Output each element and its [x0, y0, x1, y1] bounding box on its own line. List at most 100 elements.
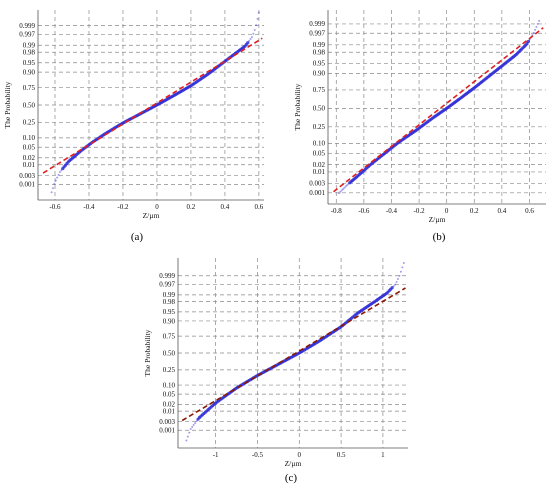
data-point	[57, 173, 60, 176]
data-point	[398, 274, 401, 277]
data-point	[249, 38, 252, 41]
data-point	[343, 186, 346, 189]
data-point	[340, 189, 343, 192]
y-tick-label: 0.98	[23, 49, 36, 57]
y-tick-label: 0.99	[163, 291, 176, 299]
x-tick-label: -0.5	[252, 451, 264, 459]
y-tick-label: 0.02	[23, 154, 36, 162]
data-point	[256, 17, 259, 20]
y-tick-label: 0.05	[313, 150, 326, 158]
data-point	[346, 184, 349, 187]
y-tick-label: 0.10	[313, 140, 326, 148]
data-point	[192, 424, 195, 427]
y-tick-label: 0.50	[23, 101, 36, 109]
panel-label: (a)	[131, 231, 144, 243]
y-axis-label: The Probability	[3, 81, 12, 128]
data-point	[250, 36, 253, 39]
y-tick-label: 0.997	[19, 31, 35, 39]
data-point	[252, 32, 255, 35]
x-tick-label: 0.4	[497, 207, 506, 215]
y-tick-label: 0.90	[23, 68, 36, 76]
x-axis-label: Z/µm	[285, 459, 302, 468]
data-point	[399, 270, 402, 273]
y-tick-label: 0.50	[163, 349, 176, 357]
x-tick-label: -0.4	[83, 203, 95, 211]
x-tick-label: 0.5	[337, 451, 346, 459]
data-point	[191, 426, 194, 429]
data-point	[253, 29, 256, 32]
y-tick-label: 0.90	[163, 317, 176, 325]
y-tick-label: 0.003	[309, 180, 325, 188]
y-tick-label: 0.98	[163, 298, 176, 306]
x-axis-label: Z/µm	[429, 215, 446, 224]
data-point	[396, 277, 399, 280]
y-tick-label: 0.98	[313, 49, 326, 57]
y-tick-label: 0.01	[163, 407, 176, 415]
y-tick-label: 0.02	[163, 401, 176, 409]
y-tick-label: 0.90	[313, 70, 326, 78]
data-point	[186, 435, 189, 438]
y-tick-label: 0.75	[163, 332, 176, 340]
x-tick-label: -0.6	[49, 203, 61, 211]
x-tick-label: 0.6	[525, 207, 534, 215]
reference-line	[42, 37, 263, 174]
y-tick-label: 0.999	[19, 22, 35, 30]
y-tick-label: 0.10	[163, 381, 176, 389]
x-axis-label: Z/µm	[143, 211, 160, 220]
y-tick-label: 0.003	[19, 172, 35, 180]
data-point	[402, 262, 405, 264]
data-point	[538, 19, 541, 22]
x-tick-label: 0.2	[187, 203, 196, 211]
y-tick-label: 0.997	[159, 281, 175, 289]
y-tick-label: 0.999	[309, 20, 325, 28]
data-point	[53, 182, 56, 185]
reference-line	[181, 287, 406, 422]
y-tick-label: 0.001	[19, 181, 35, 189]
y-tick-label: 0.003	[159, 418, 175, 426]
x-tick-label: -0.2	[117, 203, 129, 211]
y-tick-label: 0.25	[23, 119, 36, 127]
data-point	[526, 39, 530, 44]
y-tick-label: 0.95	[23, 59, 36, 67]
data-point	[342, 188, 345, 191]
data-point	[536, 22, 539, 25]
x-tick-label: 0.6	[255, 203, 264, 211]
y-tick-label: 0.99	[23, 42, 36, 50]
x-tick-label: -0.2	[414, 207, 426, 215]
panel-label: (c)	[285, 472, 298, 484]
y-tick-label: 0.50	[313, 105, 326, 113]
y-tick-label: 0.75	[23, 84, 36, 92]
data-point	[395, 281, 398, 284]
data-point	[51, 187, 54, 190]
data-point	[535, 25, 538, 28]
x-tick-label: -1	[213, 451, 219, 459]
data-point	[56, 176, 59, 179]
y-tick-label: 0.75	[313, 86, 326, 94]
y-tick-label: 0.999	[159, 272, 175, 280]
data-point	[255, 24, 258, 27]
data-point	[532, 31, 535, 34]
data-point	[185, 439, 188, 442]
data-point	[344, 185, 347, 188]
y-tick-label: 0.95	[313, 60, 326, 68]
y-tick-label: 0.25	[313, 123, 326, 131]
data-point	[248, 39, 251, 42]
data-point	[257, 11, 260, 14]
panel-label: (b)	[433, 231, 446, 243]
x-tick-label: 0.4	[221, 203, 230, 211]
data-point	[194, 422, 197, 425]
y-tick-label: 0.95	[163, 308, 176, 316]
y-tick-label: 0.05	[163, 390, 176, 398]
data-point	[401, 266, 404, 269]
y-tick-label: 0.001	[309, 189, 325, 197]
y-tick-label: 0.001	[159, 427, 175, 435]
y-tick-label: 0.01	[313, 168, 326, 176]
data-point	[246, 41, 250, 45]
y-tick-label: 0.05	[23, 144, 36, 152]
y-axis-label: The Probability	[143, 329, 152, 376]
x-tick-label: 0	[445, 207, 449, 215]
